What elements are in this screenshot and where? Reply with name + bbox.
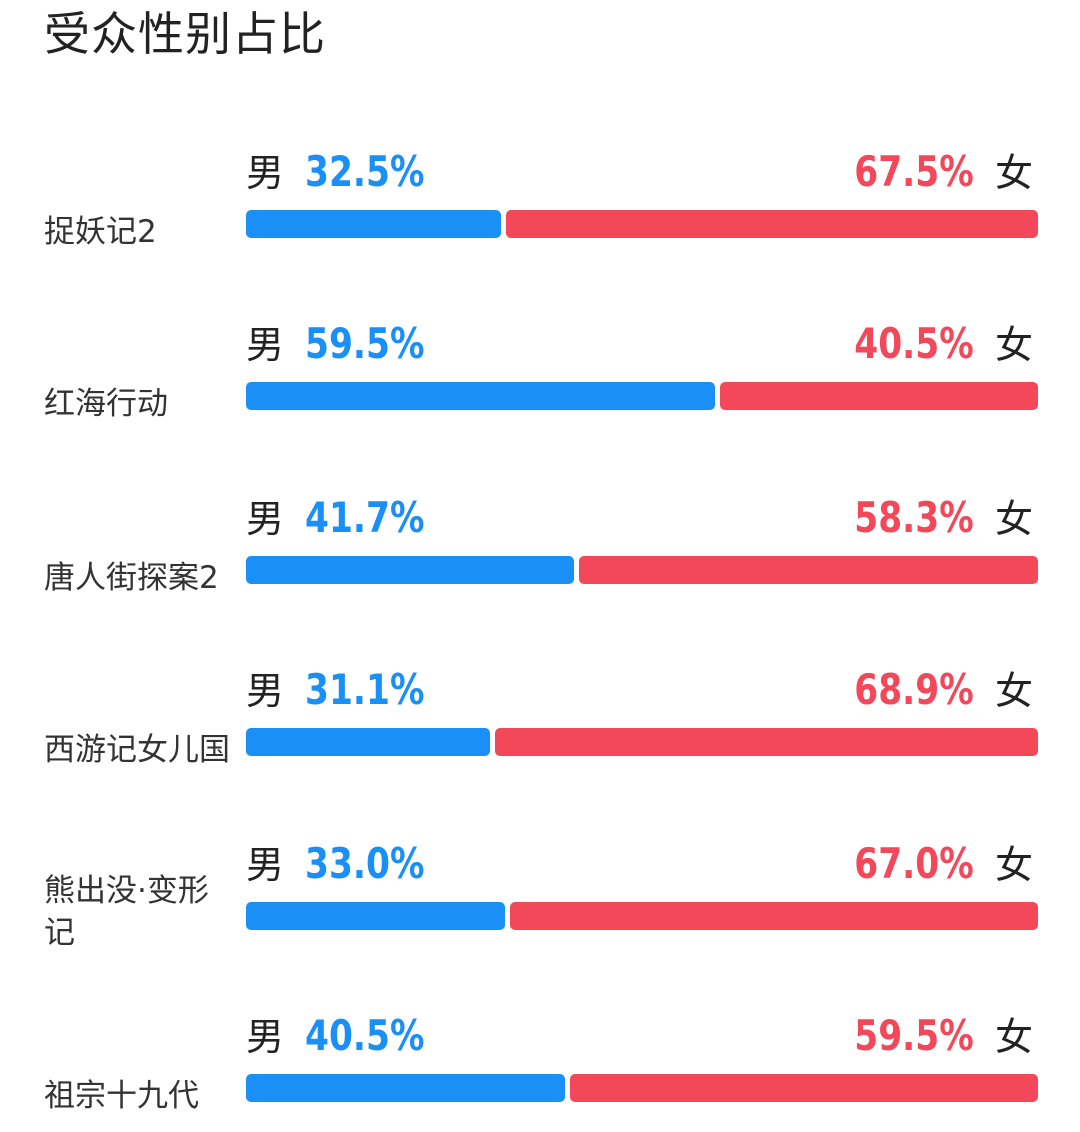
male-percentage-label: 41.7% bbox=[305, 493, 425, 542]
movie-label: 唐人街探案2 bbox=[44, 560, 219, 596]
female-percentage-label: 59.5% bbox=[854, 1011, 974, 1060]
chart-row: 西游记女儿国男 31.1% 68.9% 女 bbox=[0, 665, 1080, 786]
female-percentage-label: 68.9% bbox=[854, 665, 974, 714]
female-percentage-label: 67.0% bbox=[854, 839, 974, 888]
male-percentage-label: 40.5% bbox=[305, 1011, 425, 1060]
movie-label: 熊出没·变形记 bbox=[44, 873, 209, 951]
female-symbol-label: 女 bbox=[995, 323, 1034, 367]
male-bar-segment bbox=[246, 382, 715, 410]
female-bar-segment bbox=[578, 556, 1038, 584]
chart-row: 唐人街探案2 男 41.7% 58.3% 女 bbox=[0, 493, 1080, 614]
female-percentage-label: 67.5% bbox=[854, 147, 974, 196]
movie-label: 红海行动 bbox=[44, 386, 168, 422]
gender-ratio-bar bbox=[246, 728, 1038, 756]
female-symbol-label: 女 bbox=[995, 151, 1034, 195]
female-bar-segment bbox=[494, 728, 1038, 756]
male-bar-segment bbox=[246, 1074, 565, 1102]
chart-row: 红海行动 男 59.5% 40.5% 女 bbox=[0, 319, 1080, 440]
female-bar-segment bbox=[719, 382, 1038, 410]
chart-row: 祖宗十九代 男 40.5% 59.5% 女 bbox=[0, 1011, 1080, 1132]
chart-row: 捉妖记2 男 32.5% 67.5% 女 bbox=[0, 147, 1080, 268]
gender-ratio-bar bbox=[246, 210, 1038, 238]
movie-label: 捉妖记2 bbox=[44, 214, 157, 250]
male-percentage-label: 33.0% bbox=[305, 839, 425, 888]
male-bar-segment bbox=[246, 210, 501, 238]
male-bar-segment bbox=[246, 728, 490, 756]
female-symbol-label: 女 bbox=[995, 669, 1034, 713]
female-percentage-label: 58.3% bbox=[854, 493, 974, 542]
chart-title: 受众性别占比 bbox=[44, 7, 326, 61]
male-bar-segment bbox=[246, 902, 505, 930]
chart-row: 熊出没·变形记男 33.0% 67.0% 女 bbox=[0, 839, 1080, 960]
female-symbol-label: 女 bbox=[995, 497, 1034, 541]
male-symbol-label: 男 bbox=[246, 497, 285, 541]
male-symbol-label: 男 bbox=[246, 669, 285, 713]
male-symbol-label: 男 bbox=[246, 1015, 285, 1059]
movie-label: 西游记女儿国 bbox=[44, 732, 230, 768]
gender-ratio-bar bbox=[246, 382, 1038, 410]
movie-label: 祖宗十九代 bbox=[44, 1078, 199, 1114]
male-percentage-label: 32.5% bbox=[305, 147, 425, 196]
female-symbol-label: 女 bbox=[995, 1015, 1034, 1059]
female-bar-segment bbox=[505, 210, 1038, 238]
female-bar-segment bbox=[509, 902, 1038, 930]
gender-ratio-bar bbox=[246, 556, 1038, 584]
female-percentage-label: 40.5% bbox=[854, 319, 974, 368]
gender-ratio-bar bbox=[246, 902, 1038, 930]
male-bar-segment bbox=[246, 556, 574, 584]
female-symbol-label: 女 bbox=[995, 843, 1034, 887]
male-symbol-label: 男 bbox=[246, 323, 285, 367]
male-percentage-label: 31.1% bbox=[305, 665, 425, 714]
gender-ratio-bar bbox=[246, 1074, 1038, 1102]
female-bar-segment bbox=[569, 1074, 1038, 1102]
male-percentage-label: 59.5% bbox=[305, 319, 425, 368]
male-symbol-label: 男 bbox=[246, 151, 285, 195]
male-symbol-label: 男 bbox=[246, 843, 285, 887]
